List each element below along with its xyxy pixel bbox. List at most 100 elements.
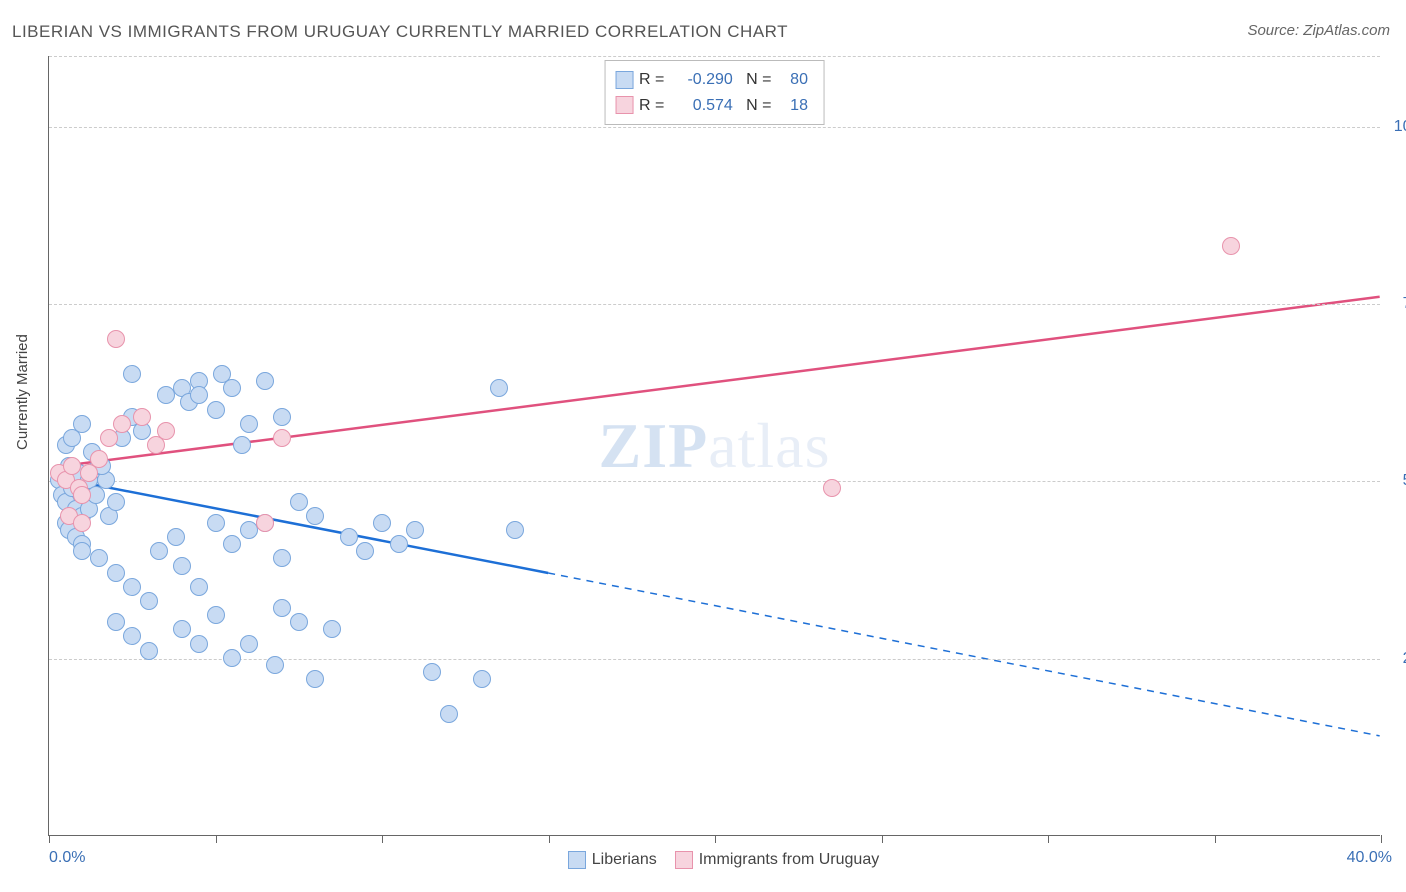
data-point xyxy=(223,649,241,667)
data-point xyxy=(107,493,125,511)
data-point xyxy=(273,408,291,426)
trend-line xyxy=(56,477,548,573)
x-tick xyxy=(1048,835,1049,843)
data-point xyxy=(256,514,274,532)
data-point xyxy=(123,365,141,383)
stat-r-label: R = xyxy=(639,97,669,114)
x-tick xyxy=(882,835,883,843)
data-point xyxy=(173,620,191,638)
data-point xyxy=(273,429,291,447)
data-point xyxy=(157,386,175,404)
data-point xyxy=(266,656,284,674)
data-point xyxy=(223,379,241,397)
data-point xyxy=(150,542,168,560)
plot-area: ZIPatlas R = -0.290 N = 80R = 0.574 N = … xyxy=(48,56,1380,836)
x-tick xyxy=(1381,835,1382,843)
legend-series-name: Immigrants from Uruguay xyxy=(699,851,880,868)
data-point xyxy=(233,436,251,454)
stat-n-label: N = xyxy=(733,97,776,114)
data-point xyxy=(90,549,108,567)
stat-r-value: -0.290 xyxy=(669,67,733,93)
stat-r-label: R = xyxy=(639,71,669,88)
data-point xyxy=(73,486,91,504)
data-point xyxy=(207,401,225,419)
gridline xyxy=(49,481,1380,482)
data-point xyxy=(133,408,151,426)
data-point xyxy=(90,450,108,468)
data-point xyxy=(473,670,491,688)
data-point xyxy=(273,549,291,567)
data-point xyxy=(113,415,131,433)
trend-line xyxy=(56,297,1380,467)
data-point xyxy=(190,578,208,596)
y-axis-label: Currently Married xyxy=(14,334,31,450)
data-point xyxy=(123,578,141,596)
data-point xyxy=(140,642,158,660)
data-point xyxy=(290,613,308,631)
data-point xyxy=(207,514,225,532)
data-point xyxy=(100,429,118,447)
data-point xyxy=(240,415,258,433)
data-point xyxy=(306,507,324,525)
data-point xyxy=(73,514,91,532)
legend-swatch-icon xyxy=(615,71,633,89)
chart-title: LIBERIAN VS IMMIGRANTS FROM URUGUAY CURR… xyxy=(12,22,788,42)
data-point xyxy=(240,521,258,539)
legend-swatch-icon xyxy=(568,851,586,869)
data-point xyxy=(273,599,291,617)
data-point xyxy=(167,528,185,546)
data-point xyxy=(256,372,274,390)
data-point xyxy=(390,535,408,553)
trend-line-extension xyxy=(548,573,1379,736)
legend-series-name: Liberians xyxy=(592,851,657,868)
stats-legend: R = -0.290 N = 80R = 0.574 N = 18 xyxy=(604,60,825,125)
data-point xyxy=(63,457,81,475)
data-point xyxy=(73,542,91,560)
x-tick xyxy=(549,835,550,843)
data-point xyxy=(140,592,158,610)
data-point xyxy=(373,514,391,532)
legend-swatch-icon xyxy=(675,851,693,869)
data-point xyxy=(1222,237,1240,255)
data-point xyxy=(340,528,358,546)
data-point xyxy=(190,386,208,404)
watermark: ZIPatlas xyxy=(599,409,831,483)
data-point xyxy=(356,542,374,560)
stat-n-label: N = xyxy=(733,71,776,88)
data-point xyxy=(440,705,458,723)
y-tick-label: 25.0% xyxy=(1388,650,1406,668)
legend-swatch-icon xyxy=(615,96,633,114)
y-tick-label: 100.0% xyxy=(1388,118,1406,136)
x-min-label: 0.0% xyxy=(49,849,85,867)
data-point xyxy=(207,606,225,624)
gridline xyxy=(49,304,1380,305)
gridline xyxy=(49,127,1380,128)
data-point xyxy=(506,521,524,539)
x-max-label: 40.0% xyxy=(1347,849,1392,867)
chart-container: LIBERIAN VS IMMIGRANTS FROM URUGUAY CURR… xyxy=(0,0,1406,892)
stats-legend-row: R = 0.574 N = 18 xyxy=(615,93,808,119)
data-point xyxy=(107,564,125,582)
data-point xyxy=(190,635,208,653)
data-point xyxy=(73,415,91,433)
x-tick xyxy=(382,835,383,843)
x-tick xyxy=(49,835,50,843)
data-point xyxy=(107,330,125,348)
data-point xyxy=(423,663,441,681)
series-legend: Liberians Immigrants from Uruguay xyxy=(49,851,1380,869)
data-point xyxy=(223,535,241,553)
data-point xyxy=(157,422,175,440)
x-tick xyxy=(715,835,716,843)
gridline xyxy=(49,659,1380,660)
data-point xyxy=(323,620,341,638)
data-point xyxy=(290,493,308,511)
gridline xyxy=(49,56,1380,57)
x-tick xyxy=(1215,835,1216,843)
y-tick-label: 75.0% xyxy=(1388,295,1406,313)
data-point xyxy=(240,635,258,653)
stat-r-value: 0.574 xyxy=(669,93,733,119)
data-point xyxy=(306,670,324,688)
x-tick xyxy=(216,835,217,843)
stat-n-value: 80 xyxy=(776,67,808,93)
source-label: Source: ZipAtlas.com xyxy=(1247,22,1390,39)
